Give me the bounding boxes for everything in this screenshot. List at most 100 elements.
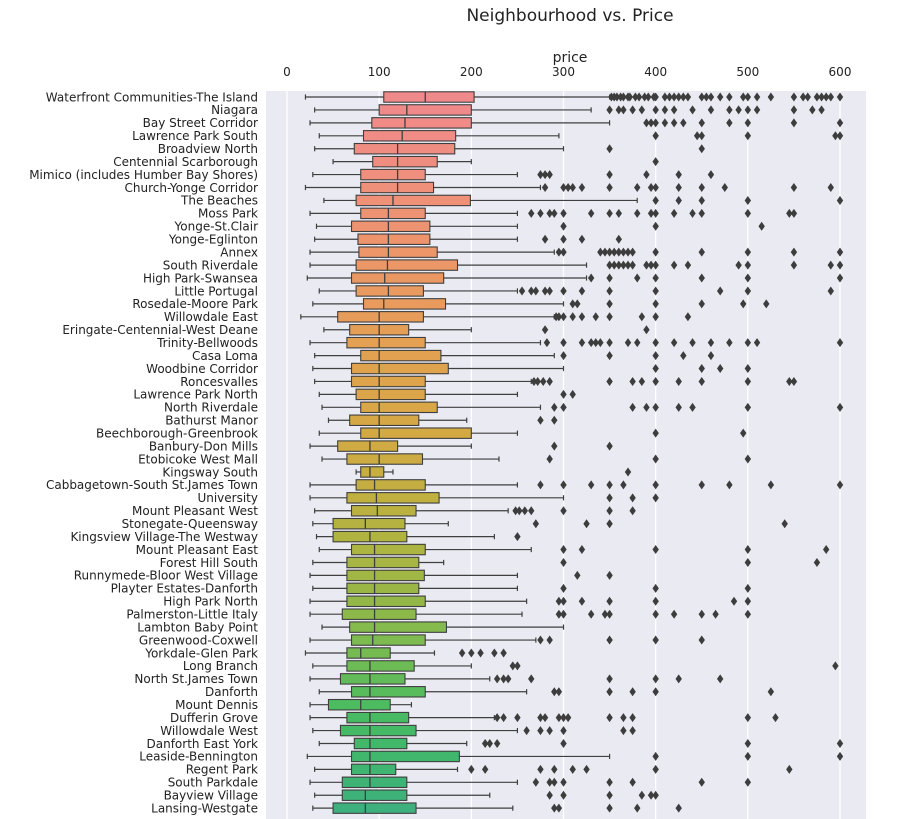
category-label: North Riverdale: [164, 401, 258, 415]
outlier-point: [652, 338, 659, 348]
outlier-point: [551, 415, 558, 425]
box: [360, 427, 472, 439]
outlier-point: [523, 726, 530, 736]
outlier-point: [613, 92, 621, 102]
category-label: Mount Dennis: [175, 698, 258, 712]
outlier-point: [569, 312, 576, 322]
category-label: Greenwood-Coxwell: [139, 633, 258, 647]
outlier-point: [661, 105, 669, 115]
category-label: Rosedale-Moore Park: [132, 297, 258, 311]
outlier-point: [546, 170, 553, 180]
outlier-point: [551, 687, 558, 697]
outlier-point: [486, 739, 493, 748]
outlier-point: [832, 661, 839, 671]
box: [357, 233, 431, 245]
outlier-point: [666, 92, 673, 102]
category-label: Regent Park: [186, 763, 258, 777]
outlier-point: [610, 260, 618, 270]
outlier-point: [560, 389, 567, 399]
box: [355, 285, 424, 297]
outlier-point: [624, 467, 632, 477]
outlier-point: [532, 286, 540, 296]
outlier-point: [740, 299, 747, 309]
outlier-point: [578, 312, 586, 322]
outlier-point: [624, 260, 632, 270]
outlier-point: [758, 221, 765, 231]
outlier-point: [555, 609, 563, 619]
box-group: [309, 259, 844, 271]
outlier-point: [635, 92, 643, 102]
outlier-point: [836, 273, 844, 283]
outlier-point: [643, 325, 650, 335]
box-group: [309, 673, 724, 685]
outlier-point: [530, 376, 538, 386]
outlier-point: [716, 674, 724, 684]
outlier-point: [698, 144, 705, 154]
outlier-point: [726, 92, 733, 102]
box: [355, 259, 459, 271]
category-label: Willowdale East: [164, 310, 258, 324]
outlier-point: [606, 144, 613, 154]
box: [371, 117, 472, 129]
outlier-point: [652, 428, 659, 438]
category-label: Forest Hill South: [160, 556, 258, 570]
outlier-point: [587, 480, 595, 490]
outlier-point: [541, 170, 549, 180]
outlier-point: [606, 338, 613, 348]
outlier-point: [606, 312, 613, 322]
category-label: Dufferin Grove: [170, 711, 258, 725]
outlier-point: [744, 777, 752, 787]
outlier-point: [744, 364, 752, 374]
outlier-point: [505, 674, 512, 684]
box-group: [309, 440, 613, 452]
outlier-point: [670, 92, 678, 102]
box-group: [355, 466, 632, 478]
box: [383, 91, 475, 103]
outlier-point: [772, 713, 779, 723]
outlier-point: [716, 92, 724, 102]
box: [350, 543, 426, 556]
box: [349, 414, 420, 426]
outlier-point: [560, 790, 567, 800]
outlier-point: [652, 545, 659, 555]
outlier-point: [707, 92, 715, 102]
outlier-point: [836, 751, 844, 761]
outlier-point: [680, 118, 687, 128]
category-label: The Beaches: [180, 194, 258, 208]
outlier-point: [652, 687, 659, 697]
box-group: [314, 763, 793, 776]
outlier-point: [652, 118, 659, 128]
outlier-point: [481, 739, 489, 748]
outlier-point: [698, 195, 705, 205]
outlier-point: [620, 247, 627, 257]
category-label: Playter Estates-Danforth: [111, 582, 258, 596]
outlier-point: [606, 777, 613, 787]
box: [341, 789, 408, 801]
outlier-point: [698, 609, 705, 619]
outlier-point: [670, 208, 678, 218]
outlier-point: [606, 635, 613, 645]
outlier-point: [606, 376, 613, 386]
outlier-point: [652, 480, 659, 490]
box: [346, 595, 426, 608]
box-group: [318, 388, 576, 401]
outlier-point: [827, 286, 834, 296]
outlier-point: [493, 739, 501, 748]
outlier-point: [652, 273, 659, 283]
category-label: Etobicoke West Mall: [138, 452, 258, 466]
outlier-point: [606, 570, 613, 580]
outlier-point: [675, 170, 682, 180]
outlier-point: [587, 338, 595, 348]
outlier-point: [744, 208, 752, 218]
category-label: Yonge-St.Clair: [174, 220, 259, 234]
box-group: [314, 505, 636, 517]
outlier-point: [689, 105, 696, 115]
outlier-point: [560, 221, 567, 231]
outlier-point: [532, 519, 540, 529]
box: [346, 582, 420, 595]
box: [346, 453, 424, 465]
category-label: South Riverdale: [163, 258, 258, 272]
outlier-point: [634, 273, 641, 283]
outlier-point: [744, 402, 752, 412]
box-group: [332, 155, 659, 168]
